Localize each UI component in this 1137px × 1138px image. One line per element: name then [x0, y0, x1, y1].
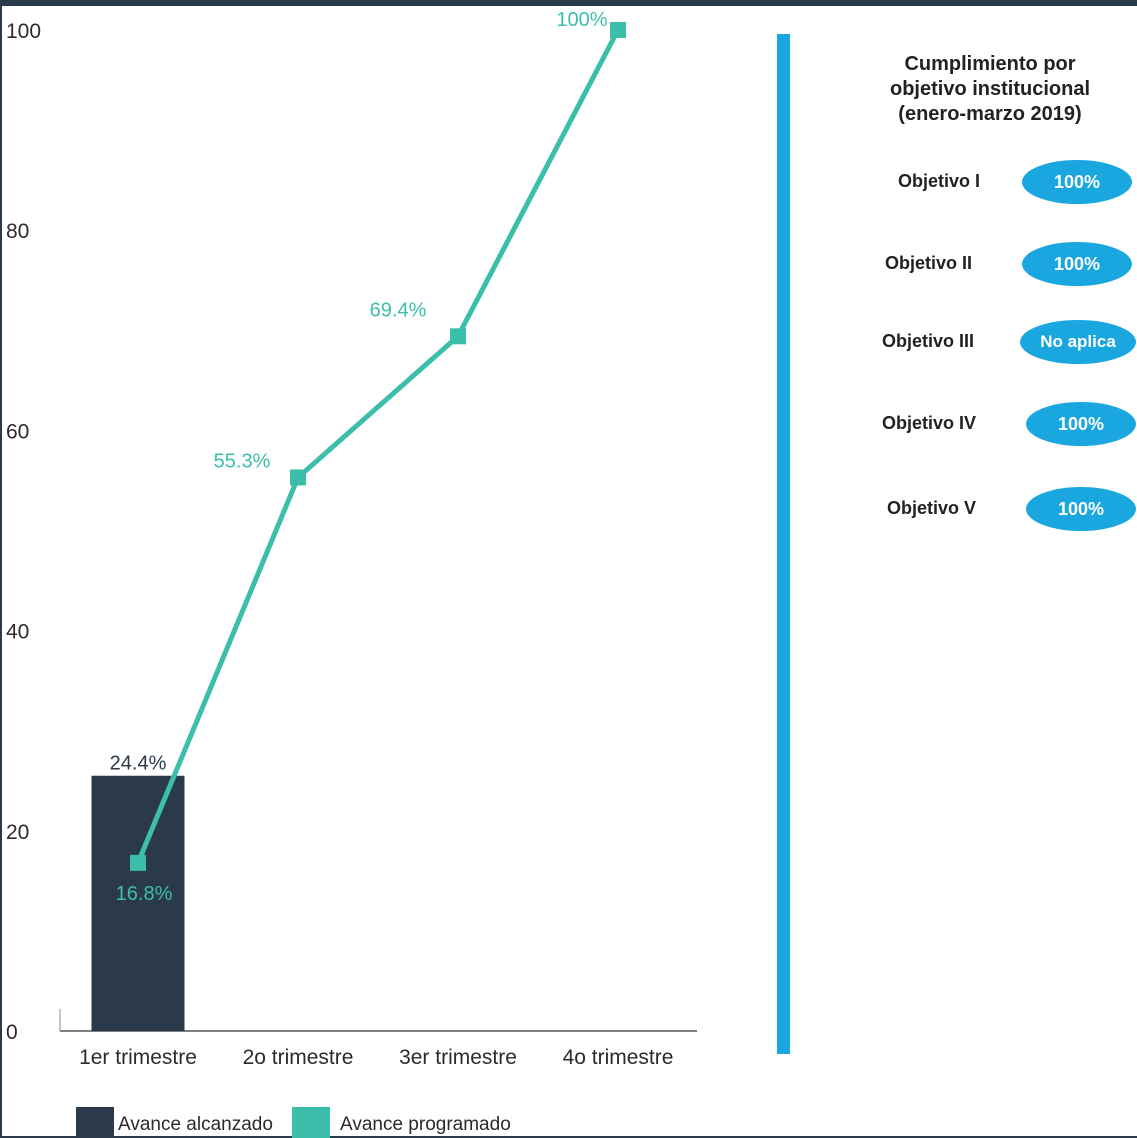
- objective-value-badge: 100%: [1026, 402, 1136, 446]
- legend-label-avance-alcanzado: Avance alcanzado: [118, 1114, 273, 1135]
- objective-name: Objetivo I: [897, 171, 980, 191]
- objective-name: Objetivo III: [881, 331, 974, 351]
- x-tick-label: 2o trimestre: [243, 1046, 354, 1069]
- line-data-label: 100%: [556, 9, 607, 31]
- y-tick-label: 0: [6, 1021, 18, 1044]
- line-data-label: 55.3%: [214, 450, 271, 472]
- y-tick-label: 100: [6, 20, 41, 43]
- combo-chart: 0 20 40 60 80 100 1er trimestre 2o trimestre 3er…: [6, 9, 697, 1138]
- line-data-label: 69.4%: [370, 299, 427, 321]
- line-data-label: 16.8%: [116, 883, 173, 905]
- panel-divider: [777, 34, 790, 1054]
- panel-title: Cumplimiento por objetivo institucional …: [889, 53, 1090, 125]
- y-tick-label: 20: [6, 821, 29, 844]
- legend-label-avance-programado: Avance programado: [340, 1114, 511, 1135]
- objective-value-badge: 100%: [1022, 242, 1132, 286]
- y-tick-label: 40: [6, 621, 29, 644]
- x-tick-label: 3er trimestre: [399, 1046, 517, 1069]
- objective-name: Objetivo V: [886, 498, 976, 518]
- y-tick-label: 60: [6, 420, 29, 443]
- line-point: [130, 854, 146, 871]
- objective-row-3: Objetivo III No aplica: [830, 320, 1136, 364]
- objective-value-badge: 100%: [1026, 487, 1136, 531]
- x-tick-label: 4o trimestre: [563, 1046, 674, 1069]
- objective-row-1: Objetivo I 100%: [830, 160, 1135, 204]
- line-point: [290, 469, 306, 486]
- objective-name: Objetivo II: [884, 253, 972, 273]
- objective-value-badge: 100%: [1022, 160, 1132, 204]
- y-tick-label: 80: [6, 220, 29, 243]
- legend-swatch-avance-alcanzado: [76, 1107, 114, 1138]
- objective-row-5: Objetivo V 100%: [830, 487, 1136, 531]
- x-tick-label: 1er trimestre: [79, 1046, 197, 1069]
- objective-row-4: Objetivo IV 100%: [830, 402, 1136, 446]
- line-point: [450, 328, 466, 345]
- bar-data-label: 24.4%: [110, 753, 167, 775]
- series-line-avance-programado: [135, 28, 621, 864]
- objective-name: Objetivo IV: [881, 413, 976, 433]
- bar: [91, 775, 185, 1031]
- legend-swatch-avance-programado: [292, 1107, 330, 1138]
- objective-value-badge: No aplica: [1020, 320, 1136, 364]
- line-point: [610, 22, 626, 38]
- objective-row-2: Objetivo II 100%: [830, 242, 1135, 286]
